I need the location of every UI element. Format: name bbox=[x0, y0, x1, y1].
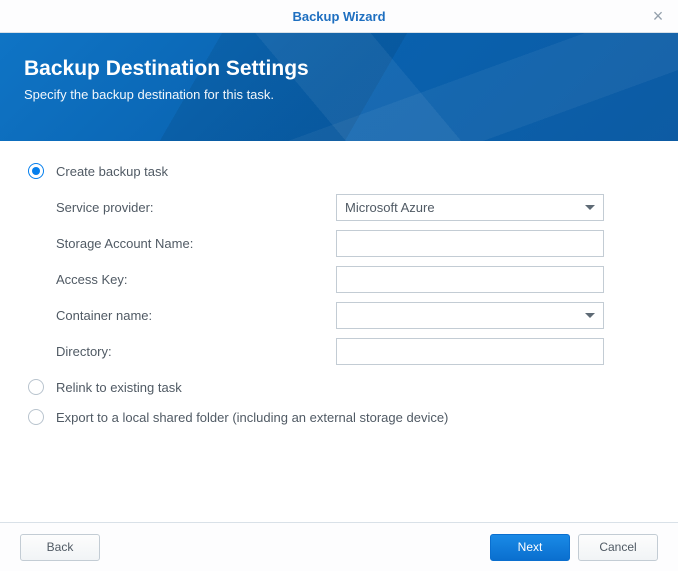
row-service-provider: Service provider: Microsoft Azure bbox=[56, 193, 650, 221]
select-value: Microsoft Azure bbox=[345, 200, 435, 215]
close-icon[interactable]: × bbox=[648, 6, 668, 26]
radio-label: Relink to existing task bbox=[56, 380, 182, 395]
create-backup-form: Service provider: Microsoft Azure Storag… bbox=[56, 193, 650, 365]
option-export-local[interactable]: Export to a local shared folder (includi… bbox=[28, 409, 650, 425]
input-access-key[interactable] bbox=[336, 266, 604, 293]
footer-right: Next Cancel bbox=[490, 534, 658, 561]
content-area: Create backup task Service provider: Mic… bbox=[0, 141, 678, 425]
select-container[interactable] bbox=[336, 302, 604, 329]
radio-icon bbox=[28, 379, 44, 395]
banner-subtitle: Specify the backup destination for this … bbox=[24, 87, 654, 102]
row-access-key: Access Key: bbox=[56, 265, 650, 293]
input-directory[interactable] bbox=[336, 338, 604, 365]
option-create-backup[interactable]: Create backup task bbox=[28, 163, 650, 179]
input-storage-account[interactable] bbox=[336, 230, 604, 257]
chevron-down-icon bbox=[585, 205, 595, 210]
label-storage-account: Storage Account Name: bbox=[56, 236, 336, 251]
next-button[interactable]: Next bbox=[490, 534, 570, 561]
label-directory: Directory: bbox=[56, 344, 336, 359]
label-container: Container name: bbox=[56, 308, 336, 323]
chevron-down-icon bbox=[585, 313, 595, 318]
radio-icon bbox=[28, 409, 44, 425]
window-title: Backup Wizard bbox=[292, 9, 385, 24]
cancel-button[interactable]: Cancel bbox=[578, 534, 658, 561]
radio-label: Export to a local shared folder (includi… bbox=[56, 410, 448, 425]
select-service-provider[interactable]: Microsoft Azure bbox=[336, 194, 604, 221]
footer: Back Next Cancel bbox=[0, 522, 678, 571]
row-storage-account: Storage Account Name: bbox=[56, 229, 650, 257]
titlebar: Backup Wizard × bbox=[0, 0, 678, 33]
label-service-provider: Service provider: bbox=[56, 200, 336, 215]
footer-left: Back bbox=[20, 534, 100, 561]
banner-heading: Backup Destination Settings bbox=[24, 57, 654, 81]
radio-label: Create backup task bbox=[56, 164, 168, 179]
banner: Backup Destination Settings Specify the … bbox=[0, 33, 678, 141]
back-button[interactable]: Back bbox=[20, 534, 100, 561]
row-directory: Directory: bbox=[56, 337, 650, 365]
radio-icon bbox=[28, 163, 44, 179]
row-container: Container name: bbox=[56, 301, 650, 329]
option-relink-task[interactable]: Relink to existing task bbox=[28, 379, 650, 395]
label-access-key: Access Key: bbox=[56, 272, 336, 287]
